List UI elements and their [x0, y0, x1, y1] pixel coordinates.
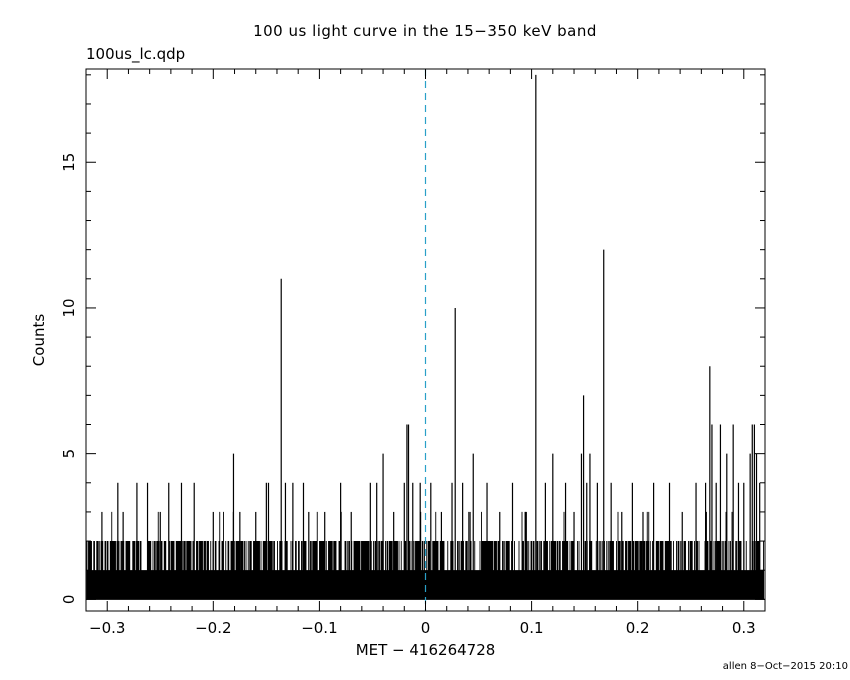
y-tick-label: 0: [60, 595, 78, 605]
y-tick-label: 10: [60, 298, 78, 317]
x-tick-label: −0.1: [301, 619, 337, 637]
x-tick-label: −0.2: [195, 619, 231, 637]
axis-ticks: [85, 69, 766, 611]
x-tick-label: 0.3: [732, 619, 756, 637]
y-axis-title: Counts: [30, 314, 48, 367]
y-tick-label: 15: [60, 153, 78, 172]
x-axis-title: MET − 416264728: [356, 641, 496, 659]
x-tick-label: 0.2: [626, 619, 650, 637]
peak-bins: [101, 74, 761, 600]
x-tick-label: 0: [421, 619, 431, 637]
y-tick-label: 5: [60, 449, 78, 459]
footer-stamp: allen 8−Oct−2015 20:10: [722, 661, 848, 672]
x-tick-label: −0.3: [89, 619, 125, 637]
x-tick-label: 0.1: [520, 619, 544, 637]
axis-tick-labels: −0.3 −0.2 −0.1 0 0.1 0.2 0.3 0 5 10 15: [60, 153, 756, 637]
plot-filename: 100us_lc.qdp: [86, 45, 186, 63]
chart-title: 100 us light curve in the 15−350 keV ban…: [253, 22, 597, 40]
